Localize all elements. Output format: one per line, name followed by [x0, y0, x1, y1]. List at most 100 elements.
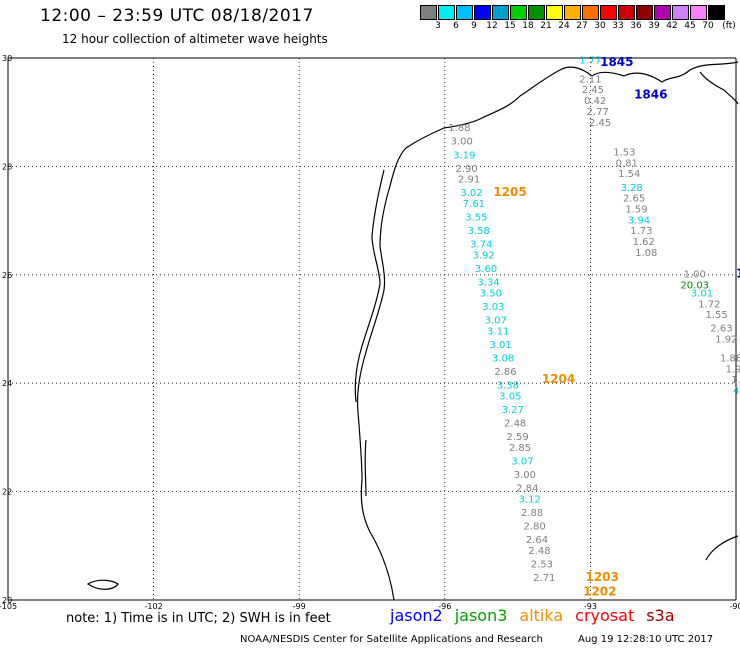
legend-labels: 3 6 9 12 15 18 21 24 27 30 33 36 39 42 45 70 (ft): [420, 21, 740, 31]
wave-height-value: 20.03: [680, 280, 709, 291]
observations: 1.88 3.00 3.19 2.902.91 3.027.61 3.55 3.58 3.74…: [448, 55, 740, 584]
legend-label: 70: [702, 21, 714, 31]
lagoon-line: [354, 169, 385, 403]
wave-height-value: 2.84: [516, 484, 538, 495]
wave-height-value: 1.88: [448, 123, 470, 134]
legend-swatch: [474, 5, 491, 20]
wave-height-value: 3.11: [487, 326, 509, 337]
pass-time-label: 1846: [634, 88, 667, 102]
satellite-legend: jason2 jason3 altika cryosat s3a: [390, 606, 675, 625]
legend-label: 15: [504, 21, 516, 31]
wave-height-value: 1.: [731, 375, 740, 386]
wave-height-value: 1.53: [613, 148, 635, 159]
lat-tick-label: 22: [2, 488, 12, 497]
wave-height-value: 2.11: [579, 74, 601, 85]
legend-swatch: [546, 5, 563, 20]
satellite-label-cryosat: cryosat: [575, 606, 635, 625]
satellite-label-altika: altika: [519, 606, 564, 625]
wave-height-value: 3.38: [497, 381, 519, 392]
legend-swatch: [528, 5, 545, 20]
lon-tick-label: -99: [293, 602, 306, 611]
legend-label: 9: [471, 21, 477, 31]
lat-tick-label: 30: [2, 54, 12, 63]
wave-height-value: 2.88: [521, 508, 543, 519]
wave-height-value: 3.08: [492, 354, 514, 365]
wave-height-value: 3.92: [472, 251, 494, 262]
wave-height-value: 2.53: [531, 559, 553, 570]
legend-label: 6: [453, 21, 459, 31]
legend-label: 21: [540, 21, 552, 31]
color-legend: 3 6 9 12 15 18 21 24 27 30 33 36 39 42 45 70 (ft): [420, 5, 740, 31]
wave-height-value: 3.55: [465, 213, 487, 224]
wave-height-value: 3.74: [470, 240, 492, 251]
wave-height-value: 2.45: [589, 118, 611, 129]
wave-height-value: 2.91: [458, 175, 480, 186]
wave-height-value: 3.27: [502, 405, 524, 416]
wave-height-value: 3.58: [468, 226, 490, 237]
wave-height-value: 1.62: [633, 237, 655, 248]
wave-height-value: 1.59: [625, 204, 647, 215]
footnote: note: 1) Time is in UTC; 2) SWH is in fe…: [66, 611, 331, 626]
legend-label: 42: [666, 21, 678, 31]
legend-swatch: [600, 5, 617, 20]
wave-height-value: 2.77: [587, 107, 609, 118]
legend-label: 39: [648, 21, 660, 31]
lat-tick-label: 20: [2, 596, 12, 605]
satellite-label-jason2: jason2: [390, 606, 443, 625]
wave-height-value: 2.63: [710, 324, 732, 335]
pass-time-label: 1203: [586, 570, 619, 584]
wave-height-value: 3.60: [475, 264, 497, 275]
legend-label: 24: [558, 21, 570, 31]
legend-swatch: [582, 5, 599, 20]
wave-height-value: 0.42: [584, 96, 606, 107]
wave-height-value: 1.08: [635, 248, 657, 259]
pass-time-label: 1204: [542, 372, 575, 386]
wave-height-value: 3.50: [480, 288, 502, 299]
gulf-coast-line: [356, 61, 739, 601]
legend-swatch: [618, 5, 635, 20]
wave-height-value: 2.48: [528, 546, 550, 557]
wave-height-value: 2.71: [533, 573, 555, 584]
legend-label: 3: [435, 21, 441, 31]
wave-height-value: 0.81: [616, 158, 638, 169]
wave-height-value: 1.73: [630, 226, 652, 237]
wave-height-value: 3.00: [514, 470, 536, 481]
lat-tick-label: 26: [2, 271, 12, 280]
legend-swatch: [564, 5, 581, 20]
lon-tick-label: -96: [438, 602, 451, 611]
legend-swatch: [708, 5, 725, 20]
wave-height-value: 1.54: [618, 169, 640, 180]
legend-label: 36: [630, 21, 642, 31]
coastline: [86, 61, 739, 601]
wave-height-value: 3.02: [460, 188, 482, 199]
legend-swatch: [636, 5, 653, 20]
legend-label: 12: [486, 21, 498, 31]
wave-height-value: 3.19: [453, 150, 475, 161]
legend-label: 27: [576, 21, 588, 31]
pass-time-label: 1845: [600, 55, 633, 69]
timestamp: Aug 19 12:28:10 UTC 2017: [578, 634, 714, 645]
wave-height-value: 1.92: [715, 335, 737, 346]
wave-height-value: 2.64: [526, 535, 548, 546]
pass-time-label: 18: [736, 267, 740, 281]
wave-height-value: 3.01: [691, 288, 713, 299]
legend-swatch: [456, 5, 473, 20]
wave-height-value: 3.07: [485, 316, 507, 327]
wave-height-value: 2.90: [456, 164, 478, 175]
wave-height-value: 3.34: [477, 278, 499, 289]
legend-swatch: [438, 5, 455, 20]
lon-tick-label: -105: [0, 602, 17, 611]
wave-height-value: 3.00: [451, 137, 473, 148]
wave-height-value: 1.77: [579, 55, 601, 66]
wave-height-value: 1.88: [720, 354, 740, 365]
pass-time-label: 1202: [583, 585, 616, 599]
lat-lon-grid: [7, 57, 737, 601]
wave-height-value: 1.72: [698, 299, 720, 310]
wave-height-value: 2.45: [582, 85, 604, 96]
satellite-label-s3a: s3a: [646, 606, 675, 625]
wave-height-value: 2.48: [504, 419, 526, 430]
lat-tick-label: 28: [2, 162, 12, 171]
wave-height-value: 3.03: [482, 302, 504, 313]
